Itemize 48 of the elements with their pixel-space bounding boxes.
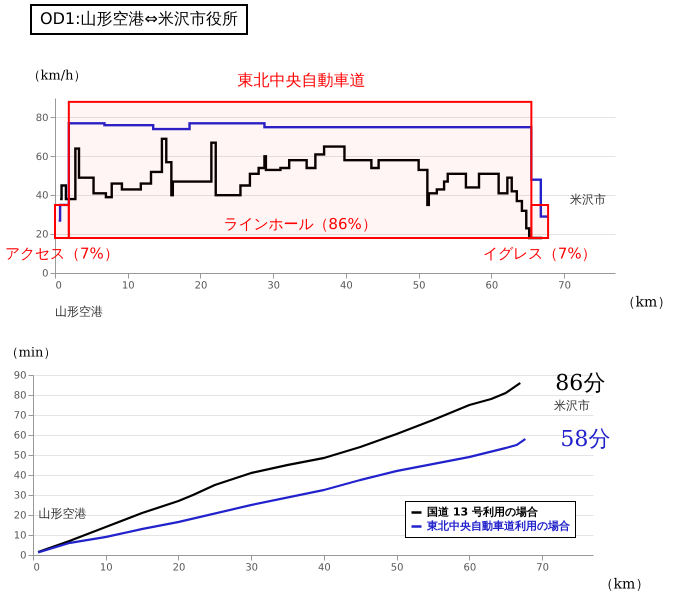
x-tick-label: 20 xyxy=(172,562,186,574)
y-tick-label: 80 xyxy=(14,390,26,402)
y-tick-label: 10 xyxy=(14,530,26,542)
x-axis-title: （km） xyxy=(600,576,650,592)
annotation: 山形空港 xyxy=(38,506,87,521)
line-series xyxy=(36,438,526,554)
x-tick-label: 70 xyxy=(536,562,549,574)
legend-label: 国道 13 号利用の場合 xyxy=(427,506,539,518)
x-tick-label: 60 xyxy=(463,562,476,574)
x-tick-label: 50 xyxy=(390,562,404,574)
annotation: 86分 xyxy=(555,371,606,396)
y-axis-title: （min） xyxy=(6,346,56,360)
y-tick-label: 70 xyxy=(14,410,26,422)
annotation: 米沢市 xyxy=(570,192,606,206)
x-tick-label: 30 xyxy=(267,280,280,292)
y-tick-label: 40 xyxy=(36,190,48,202)
y-tick-label: 60 xyxy=(14,430,26,442)
text: 山形空港 xyxy=(55,304,103,318)
x-tick-label: 50 xyxy=(412,280,426,292)
x-tick-label: 10 xyxy=(122,280,135,292)
y-tick-label: 50 xyxy=(14,450,26,462)
y-tick-label: 20 xyxy=(36,230,48,241)
x-tick-label: 20 xyxy=(194,280,208,292)
annotation: 米沢市 xyxy=(554,398,590,413)
x-tick-label: 40 xyxy=(318,562,331,574)
x-tick-label: 30 xyxy=(245,562,258,574)
x-axis-title: （km） xyxy=(622,294,672,310)
x-tick-label: 60 xyxy=(485,280,498,292)
text: 東北中央自動車道 xyxy=(237,70,366,90)
band-label: アクセス（7%） xyxy=(5,244,119,263)
y-tick-label: 0 xyxy=(20,550,26,562)
x-tick-label: 0 xyxy=(56,280,62,292)
y-tick-label: 90 xyxy=(14,370,26,382)
annotation: 58分 xyxy=(560,427,610,452)
legend-label: 東北中央自動車道利用の場合 xyxy=(426,520,571,532)
y-axis-title: （km/h） xyxy=(28,68,86,84)
chart-title: OD1:山形空港⇔米沢市役所 xyxy=(30,4,248,35)
x-tick-label: 10 xyxy=(100,562,113,574)
y-tick-label: 80 xyxy=(36,112,48,124)
y-tick-label: 30 xyxy=(14,490,26,502)
y-tick-label: 40 xyxy=(14,470,26,482)
x-tick-label: 70 xyxy=(558,280,571,292)
y-tick-label: 60 xyxy=(36,152,48,163)
x-tick-label: 40 xyxy=(340,280,353,292)
band-label: イグレス（7%） xyxy=(482,244,597,263)
y-tick-label: 0 xyxy=(42,268,48,280)
y-tick-label: 20 xyxy=(14,510,26,522)
band-label: ラインホール（86%） xyxy=(223,215,377,234)
